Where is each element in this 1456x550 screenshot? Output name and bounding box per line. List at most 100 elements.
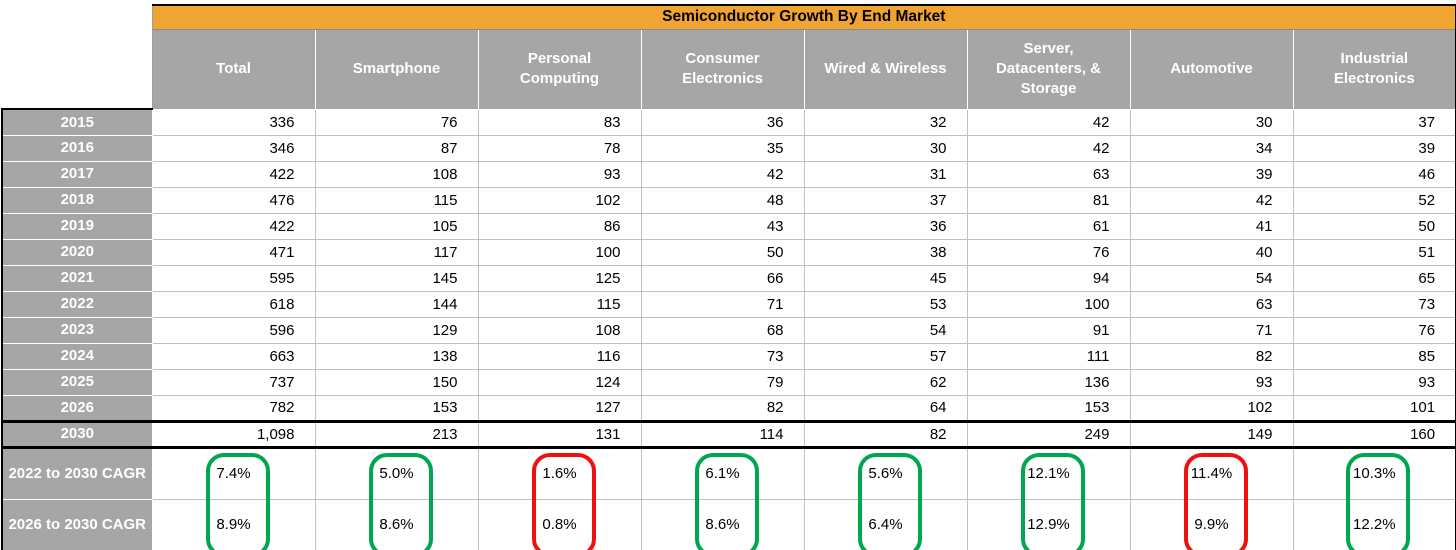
cagr-value: 5.6%: [868, 465, 903, 482]
data-cell: 115: [477, 290, 642, 318]
data-cell: 63: [1129, 290, 1294, 318]
cagr-value: 6.1%: [705, 465, 740, 482]
data-cell: 101: [1292, 394, 1456, 422]
row-label: 2019: [1, 212, 153, 240]
data-cell: 127: [477, 394, 642, 422]
data-cell: 422: [151, 160, 316, 188]
cagr-cell: 5.0%: [314, 445, 479, 550]
cagr-value: 12.2%: [1353, 516, 1396, 534]
data-cell: 93: [477, 160, 642, 188]
column-header-row: Total Smartphone Personal Computing Consume…: [2, 28, 1456, 110]
data-cell: 73: [1292, 290, 1456, 318]
row-label: 2018: [1, 186, 153, 214]
column-header: Wired & Wireless: [803, 28, 968, 110]
cagr-cell: 6.1%: [640, 445, 805, 550]
cagr-cell: 8.6%: [640, 498, 805, 550]
data-cell: 102: [1129, 394, 1294, 422]
data-cell: 39: [1129, 160, 1294, 188]
table-row: 2030 1,098 213 131 114 82 249 149 160: [1, 419, 1456, 448]
cagr-value: 7.4%: [216, 465, 251, 482]
data-cell: 131: [477, 419, 642, 448]
data-cell: 66: [640, 264, 805, 292]
cagr-cell: 1.6%: [477, 445, 642, 550]
data-cell: 82: [1129, 342, 1294, 370]
table-title: Semiconductor Growth By End Market: [151, 4, 1456, 30]
data-cell: 36: [640, 108, 805, 136]
data-cell: 86: [477, 212, 642, 240]
cagr-cell: 12.2%: [1292, 498, 1456, 550]
data-cell: 73: [640, 342, 805, 370]
data-cell: 85: [1292, 342, 1456, 370]
title-row: Semiconductor Growth By End Market: [2, 4, 1456, 110]
data-cell: 51: [1292, 238, 1456, 266]
cagr-value: 5.0%: [379, 465, 414, 482]
data-cell: 38: [803, 238, 968, 266]
data-cell: 31: [803, 160, 968, 188]
data-cell: 39: [1292, 134, 1456, 162]
data-cell: 50: [640, 238, 805, 266]
table-row: 2019 422 105 86 43 36 61 41 50: [1, 212, 1456, 240]
cagr-value: 8.9%: [216, 516, 251, 534]
data-cell: 100: [477, 238, 642, 266]
cagr-cell: 12.1%: [966, 445, 1131, 550]
data-cell: 116: [477, 342, 642, 370]
data-cell: 82: [803, 419, 968, 448]
cagr-value: 10.3%: [1353, 465, 1396, 482]
cagr-value: 1.6%: [542, 465, 577, 482]
data-cell: 100: [966, 290, 1131, 318]
cagr-row-label: 2022 to 2030 CAGR: [1, 445, 153, 500]
data-cell: 57: [803, 342, 968, 370]
data-cell: 37: [803, 186, 968, 214]
data-cell: 663: [151, 342, 316, 370]
data-cell: 138: [314, 342, 479, 370]
cagr-value: 11.4%: [1190, 465, 1233, 482]
row-label: 2015: [1, 108, 153, 136]
table-row: 2015 336 76 83 36 32 42 30 37: [1, 108, 1456, 136]
row-label: 2020: [1, 238, 153, 266]
data-cell: 71: [1129, 316, 1294, 344]
table-row: 2023 596 129 108 68 54 91 71 76: [1, 316, 1456, 344]
table-row: 2024 663 138 116 73 57 111 82 85: [1, 342, 1456, 370]
data-cell: 46: [1292, 160, 1456, 188]
data-cell: 79: [640, 368, 805, 396]
column-header: Personal Computing: [477, 28, 642, 110]
row-label: 2017: [1, 160, 153, 188]
cagr-cell: 5.6%: [803, 445, 968, 550]
data-cell: 71: [640, 290, 805, 318]
data-cell: 48: [640, 186, 805, 214]
data-cell: 596: [151, 316, 316, 344]
data-cell: 160: [1292, 419, 1456, 448]
cagr-row-label: 2026 to 2030 CAGR: [1, 498, 153, 550]
data-cell: 43: [640, 212, 805, 240]
data-cell: 54: [1129, 264, 1294, 292]
cagr-row: 2022 to 2030 CAGR 7.4% 5.0% 1.6% 6.1% 5.6% 12.…: [1, 445, 1456, 550]
corner-blank-cell: [2, 5, 153, 110]
data-cell: 42: [640, 160, 805, 188]
data-cell: 32: [803, 108, 968, 136]
data-cell: 144: [314, 290, 479, 318]
column-header: Automotive: [1129, 28, 1294, 110]
data-cell: 30: [803, 134, 968, 162]
data-cell: 30: [1129, 108, 1294, 136]
cagr-row: 2026 to 2030 CAGR 8.9% 8.6% 0.8% 8.6% 6.4% 12.…: [1, 498, 1456, 550]
data-cell: 62: [803, 368, 968, 396]
data-cell: 54: [803, 316, 968, 344]
data-cell: 81: [966, 186, 1131, 214]
data-cell: 111: [966, 342, 1131, 370]
data-cell: 471: [151, 238, 316, 266]
semiconductor-growth-table: Semiconductor Growth By End Market Total…: [1, 4, 1456, 550]
data-cell: 78: [477, 134, 642, 162]
data-cell: 336: [151, 108, 316, 136]
table-row: 2020 471 117 100 50 38 76 40 51: [1, 238, 1456, 266]
data-cell: 91: [966, 316, 1131, 344]
data-cell: 94: [966, 264, 1131, 292]
table-row: 2021 595 145 125 66 45 94 54 65: [1, 264, 1456, 292]
data-cell: 40: [1129, 238, 1294, 266]
table-row: 2018 476 115 102 48 37 81 42 52: [1, 186, 1456, 214]
table-row: 2022 618 144 115 71 53 100 63 73: [1, 290, 1456, 318]
data-cell: 36: [803, 212, 968, 240]
data-cell: 41: [1129, 212, 1294, 240]
row-label: 2030: [1, 419, 153, 448]
cagr-value: 8.6%: [379, 516, 414, 534]
